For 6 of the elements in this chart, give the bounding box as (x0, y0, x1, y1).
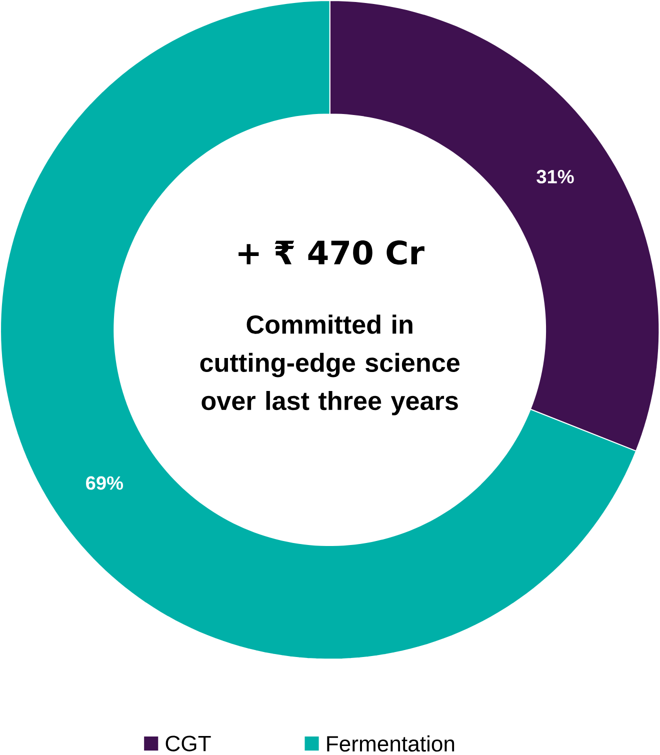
text: + ₹ 470 Cr (238, 240, 425, 265)
legend-label: Fermentation (327, 735, 454, 752)
legend-label: CGT (166, 736, 211, 752)
text: Committed in cutting-edge science over last three years (200, 314, 460, 416)
data-label: 31% (536, 170, 574, 184)
data-label: 69% (86, 476, 124, 490)
